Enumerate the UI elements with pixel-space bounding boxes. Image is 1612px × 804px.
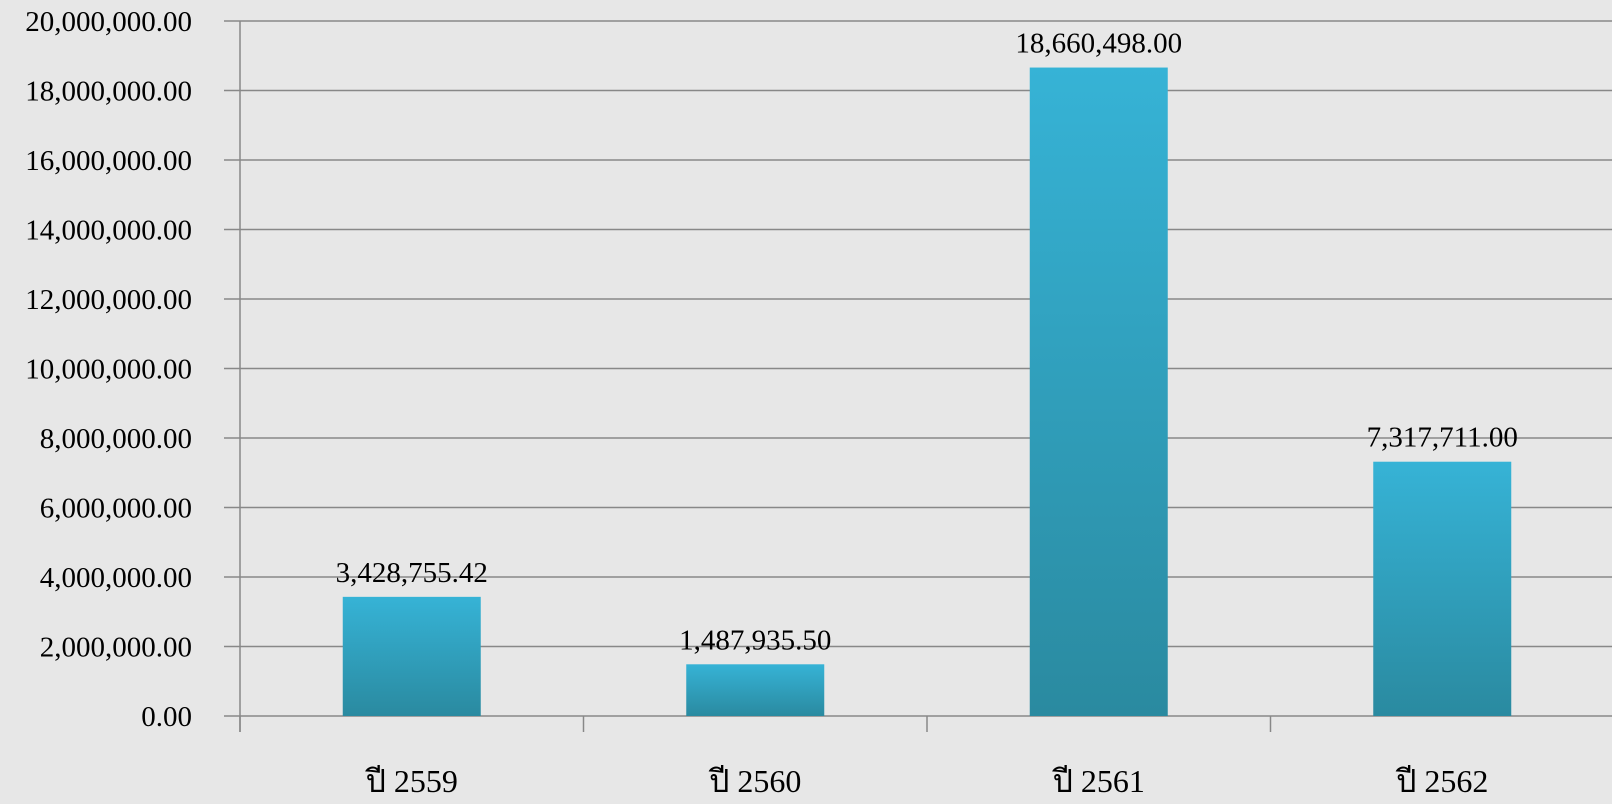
y-tick-label: 2,000,000.00: [40, 632, 192, 664]
y-tick-label: 16,000,000.00: [25, 145, 192, 177]
axes: [239, 21, 1272, 732]
bar: [686, 664, 825, 716]
y-tick-label: 4,000,000.00: [40, 562, 192, 594]
data-label: 7,317,711.00: [1367, 422, 1518, 454]
data-label: 3,428,755.42: [336, 557, 488, 589]
y-tick-label: 18,000,000.00: [25, 76, 192, 108]
data-label: 18,660,498.00: [1015, 28, 1182, 60]
y-tick-label: 0.00: [141, 701, 192, 733]
y-tick-label: 6,000,000.00: [40, 493, 192, 525]
x-tick-label: ปี 2560: [708, 763, 801, 799]
x-tick-label: ปี 2559: [365, 763, 458, 799]
bar: [1373, 461, 1512, 716]
y-tick-label: 8,000,000.00: [40, 423, 192, 455]
bars: [342, 67, 1512, 717]
y-tick-label: 20,000,000.00: [25, 6, 192, 38]
bar: [342, 596, 481, 716]
x-tick-label: ปี 2561: [1052, 763, 1145, 799]
y-tick-label: 10,000,000.00: [25, 354, 192, 386]
data-label: 1,487,935.50: [679, 624, 831, 656]
x-tick-label: ปี 2562: [1395, 763, 1488, 799]
y-tick-label: 14,000,000.00: [25, 215, 192, 247]
bar: [1029, 67, 1168, 717]
labels: 0.00 2,000,000.00 4,000,000.00 6,000,000.00…: [25, 6, 1518, 799]
y-tick-label: 12,000,000.00: [25, 284, 192, 316]
